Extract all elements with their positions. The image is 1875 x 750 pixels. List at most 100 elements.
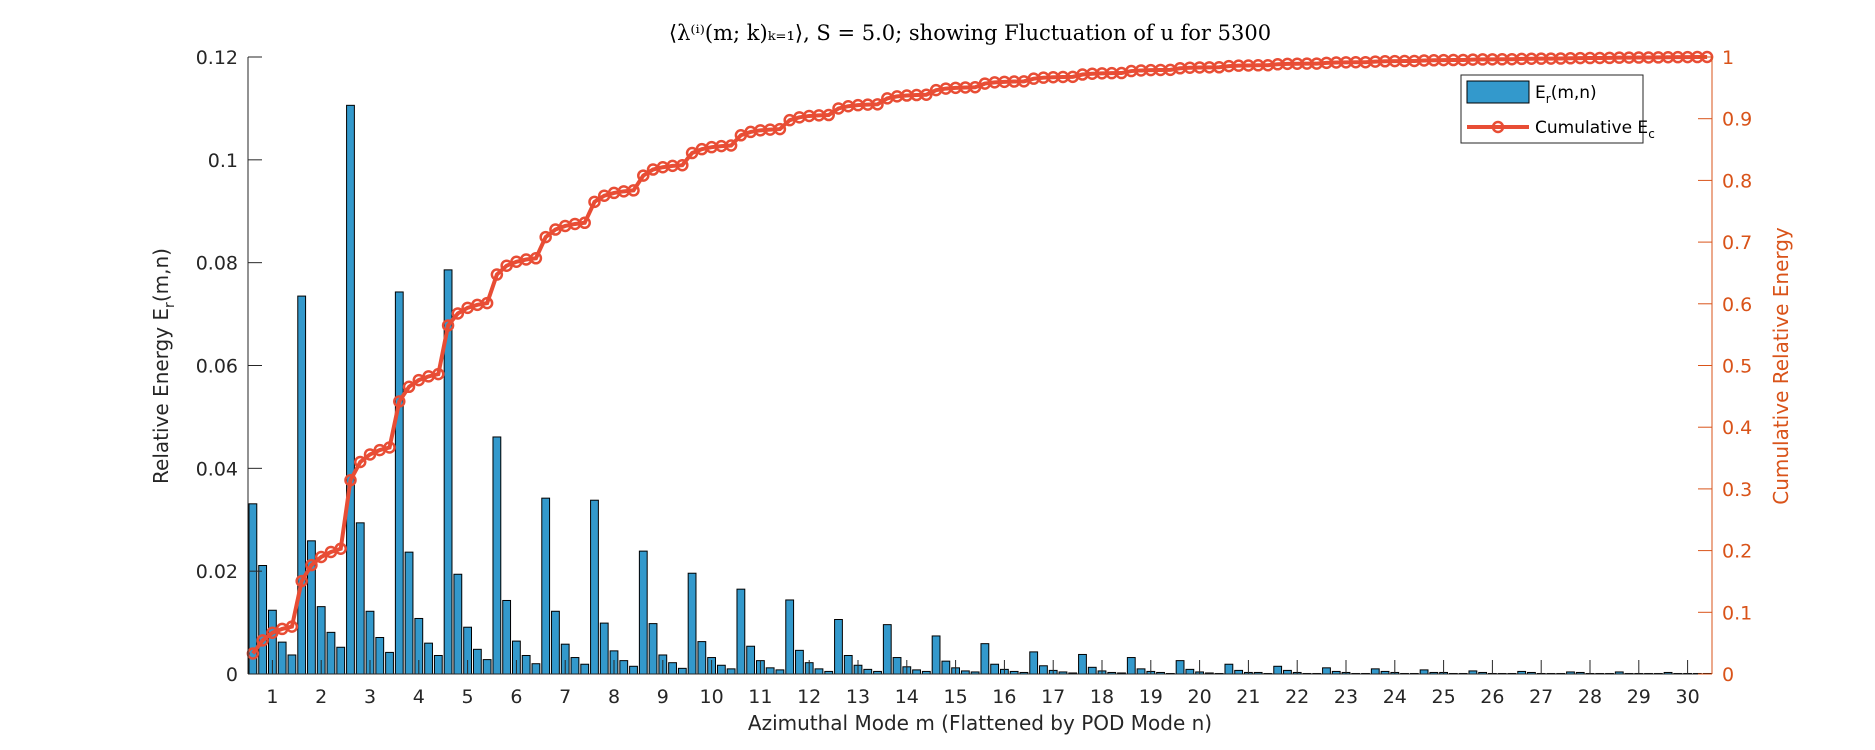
- cumulative-marker: [637, 169, 650, 182]
- bar: [297, 295, 307, 675]
- x-tick-label: 26: [1480, 686, 1504, 708]
- cumulative-marker: [441, 319, 455, 332]
- cumulative-marker: [285, 620, 299, 633]
- cumulative-marker: [724, 139, 738, 152]
- bar: [277, 641, 287, 675]
- x-tick-label: 22: [1285, 686, 1309, 708]
- bar: [404, 551, 414, 675]
- x-tick-label: 29: [1627, 686, 1651, 708]
- x-tick-label: 15: [944, 686, 968, 708]
- x-tick-label: 2: [315, 686, 327, 708]
- cumulative-marker: [539, 230, 552, 244]
- bar: [941, 660, 951, 675]
- cumulative-marker: [588, 195, 601, 209]
- bar: [882, 624, 892, 675]
- bar: [492, 436, 502, 675]
- bar: [843, 654, 853, 675]
- y-right-tick-label: 0.6: [1722, 294, 1752, 316]
- bar: [1126, 657, 1136, 675]
- bar: [502, 599, 512, 675]
- bar: [375, 636, 385, 675]
- bar: [1175, 660, 1185, 675]
- cumulative-marker: [627, 184, 640, 197]
- x-tick-label: 3: [364, 686, 376, 708]
- x-tick-label: 25: [1432, 686, 1456, 708]
- bar: [1224, 663, 1234, 675]
- cumulative-marker: [822, 108, 835, 122]
- bar: [258, 565, 268, 675]
- bar: [648, 623, 658, 675]
- bar: [355, 522, 365, 675]
- bar: [482, 659, 492, 675]
- bar: [775, 669, 785, 675]
- y-right-tick-label: 1: [1722, 47, 1734, 69]
- legend-line-label: Cumulative Ec: [1535, 118, 1655, 141]
- bar: [1419, 669, 1429, 675]
- bar: [385, 651, 394, 675]
- bar-series: [248, 104, 1712, 675]
- bar: [746, 645, 756, 675]
- bar: [1039, 665, 1048, 675]
- cumulative-marker: [871, 98, 884, 111]
- legend-line-marker: [1491, 120, 1505, 134]
- bar: [1029, 651, 1039, 675]
- x-tick-label: 7: [559, 686, 571, 708]
- x-tick-label: 1: [266, 686, 278, 708]
- bar: [629, 665, 638, 675]
- y-right-tick-label: 0.2: [1722, 541, 1752, 563]
- x-tick-label: 27: [1529, 686, 1553, 708]
- x-tick-label: 23: [1334, 686, 1358, 708]
- bar: [590, 499, 599, 675]
- y-right-tick-label: 0.3: [1722, 479, 1752, 501]
- y-right-tick-label: 0.9: [1722, 109, 1752, 131]
- cumulative-marker: [383, 441, 396, 454]
- x-tick-label: 21: [1236, 686, 1260, 708]
- bar: [668, 662, 677, 675]
- y-tick-label: 0.02: [196, 561, 238, 583]
- cumulative-marker: [402, 380, 416, 394]
- bar: [346, 104, 355, 675]
- cumulative-series: [246, 50, 1714, 660]
- cumulative-marker: [490, 268, 504, 281]
- cumulative-line: [251, 55, 1708, 655]
- cumulative-marker: [393, 395, 406, 408]
- cumulative-marker: [334, 542, 347, 555]
- cumulative-marker: [314, 550, 328, 564]
- bar: [834, 618, 843, 675]
- bar: [287, 654, 297, 675]
- y-tick-label: 0: [226, 664, 238, 686]
- y-right-tick-label: 0: [1722, 664, 1734, 686]
- bar: [677, 667, 687, 675]
- bar: [394, 291, 404, 675]
- bar: [892, 657, 902, 675]
- bar: [1136, 668, 1146, 675]
- y-tick-label: 0.12: [196, 47, 238, 69]
- cumulative-marker: [451, 307, 465, 320]
- bar: [1087, 666, 1097, 675]
- x-tick-label: 9: [657, 686, 669, 708]
- x-tick-label: 14: [895, 686, 919, 708]
- y-right-tick-label: 0.7: [1722, 232, 1752, 254]
- bar: [1234, 669, 1244, 675]
- bar: [336, 646, 346, 675]
- cumulative-marker: [578, 216, 591, 230]
- bar: [424, 642, 433, 675]
- bar: [697, 641, 707, 675]
- bar: [326, 631, 336, 675]
- x-tick-label: 4: [413, 686, 425, 708]
- bar: [453, 573, 463, 675]
- y-right-tick-label: 0.1: [1722, 602, 1752, 624]
- bar: [795, 649, 804, 675]
- bar: [638, 550, 648, 675]
- x-tick-label: 11: [748, 686, 772, 708]
- bar: [599, 622, 609, 675]
- legend-bar-swatch: [1466, 80, 1530, 104]
- x-tick-label: 17: [1041, 686, 1065, 708]
- cumulative-marker: [480, 296, 494, 310]
- x-tick-label: 8: [608, 686, 620, 708]
- bar: [1370, 668, 1380, 675]
- cumulative-marker: [344, 473, 357, 487]
- y-axis-label: Relative Energy Er(m,n): [149, 248, 178, 484]
- bar: [990, 663, 1000, 675]
